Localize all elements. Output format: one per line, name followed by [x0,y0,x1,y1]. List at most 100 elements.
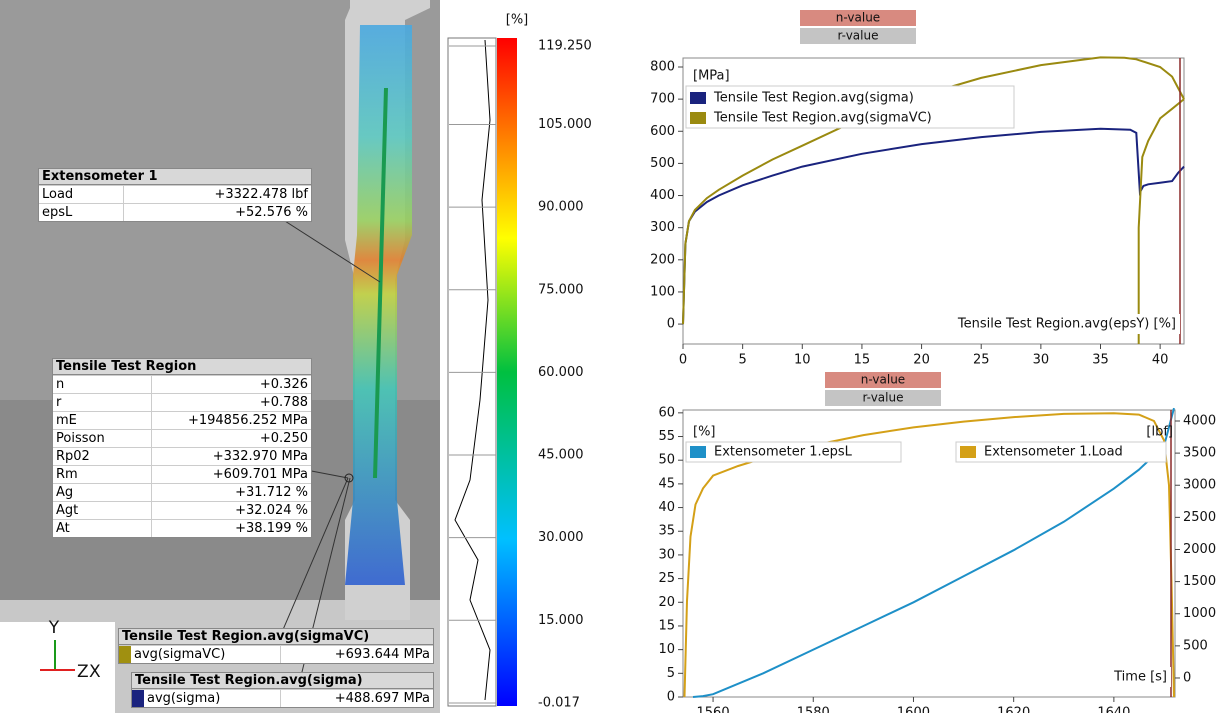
colorbar-label: 90.000 [538,200,584,215]
y-axis-label: [%] [693,425,716,440]
table-row: mE +194856.252 MPa [53,411,311,429]
x-tick-label: 0 [679,353,687,368]
y-tick-label: 400 [650,188,675,203]
colorbar-label: 60.000 [538,365,584,380]
y-tick-label: 35 [658,524,675,539]
series-line [682,127,1185,325]
row-value: +3322.478 lbf [214,187,309,202]
y2-tick-label: 4000 [1183,413,1216,428]
probe-point [344,473,354,483]
table-row: Rp02 +332.970 MPa [53,447,311,465]
axis-label: Y [48,618,60,638]
y2-tick-label: 500 [1183,638,1208,653]
legend-label: Extensometer 1.Load [984,445,1123,460]
y-tick-label: 10 [658,642,675,657]
row-value: +52.576 % [235,205,308,220]
x-tick-label: 25 [973,353,990,368]
toolbar-button-label[interactable]: r-value [838,29,879,43]
table-row: Agt +32.024 % [53,501,311,519]
y-tick-label: 40 [658,500,675,515]
row-label: Poisson [53,430,152,447]
row-label: r [53,394,152,411]
sigma-table: Tensile Test Region.avg(sigma) avg(sigma)… [131,672,434,708]
profile-line [454,39,491,701]
colorbar-label: 15.000 [538,613,584,628]
row-value: +609.701 MPa [212,467,308,482]
toolbar-button-label[interactable]: r-value [863,391,904,405]
y-tick-label: 300 [650,220,675,235]
y-tick-label: 45 [658,476,675,491]
y-tick-label: 800 [650,59,675,74]
row-label: Agt [53,502,152,519]
toolbar-button-label[interactable]: n-value [836,11,880,25]
x-tick-label: 1580 [797,706,830,713]
table-row: avg(sigmaVC) +693.644 MPa [119,645,433,663]
sigmavc-table: Tensile Test Region.avg(sigmaVC) avg(sigm… [118,628,434,664]
axis-label: X [89,662,101,682]
x-tick-label: 10 [794,353,811,368]
table-row: Load +3322.478 lbf [39,185,311,203]
row-label: avg(sigma) [132,690,281,707]
colorbar-label: 119.250 [538,39,592,54]
legend-label: Tensile Test Region.avg(sigma) [713,91,914,106]
table-row: Ag +31.712 % [53,483,311,501]
y-axis-label: [MPa] [693,69,730,84]
y-tick-label: 25 [658,571,675,586]
toolbar-button [825,372,941,388]
toolbar-button [825,390,941,406]
y-tick-label: 5 [667,666,675,681]
triad-bg [0,622,115,713]
x-axis-label-bg [904,314,1180,334]
legend-swatch [690,92,706,104]
x-tick-label: 1560 [697,706,730,713]
x-tick-label: 20 [913,353,930,368]
y-tick-label: 60 [658,405,675,420]
axis-label: Z [77,662,89,682]
colorbar-unit: [%] [506,13,529,28]
row-label: epsL [39,204,124,221]
table-title: Tensile Test Region.avg(sigma) [132,673,433,689]
table-row: r +0.788 [53,393,311,411]
row-value: +488.697 MPa [334,691,430,706]
y2-tick-label: 2000 [1183,542,1216,557]
row-label: n [53,376,152,393]
x-tick-label: 1620 [997,706,1030,713]
legend-swatch [690,446,706,458]
y-tick-label: 0 [667,317,675,332]
table-row: At +38.199 % [53,519,311,537]
legend-box [685,441,902,463]
row-value: +0.788 [259,395,308,410]
extensometer-arrow [373,87,388,479]
row-value: +0.326 [259,377,308,392]
colorbar-label: -0.017 [538,696,580,711]
colorbar-label: 30.000 [538,530,584,545]
y-tick-label: 15 [658,618,675,633]
legend-swatch [690,112,706,124]
legend-box [685,85,1015,129]
table-title: Tensile Test Region.avg(sigmaVC) [119,629,433,645]
region-table: Tensile Test Region n +0.326 r +0.788 mE +1948… [52,358,312,538]
legend-label: Tensile Test Region.avg(sigmaVC) [713,111,932,126]
y2-axis-label: [lbf] [1146,425,1173,440]
colorbar [497,38,517,706]
toolbar-button [800,10,916,26]
table-row: epsL +52.576 % [39,203,311,221]
legend-box [955,441,1167,463]
y2-tick-label: 3500 [1183,446,1216,461]
y-tick-label: 30 [658,547,675,562]
row-value: +332.970 MPa [212,449,308,464]
row-label: At [53,520,152,537]
colorbar-label: 75.000 [538,282,584,297]
legend-label: Extensometer 1.epsL [714,445,853,460]
x-axis-label-bg [1105,667,1171,687]
table-row: Poisson +0.250 [53,429,311,447]
table-row: Rm +609.701 MPa [53,465,311,483]
x-tick-label: 15 [854,353,871,368]
toolbar-button-label[interactable]: n-value [861,373,905,387]
x-tick-label: 1600 [897,706,930,713]
y2-tick-label: 2500 [1183,510,1216,525]
row-value: +31.712 % [235,485,308,500]
row-value: +32.024 % [235,503,308,518]
